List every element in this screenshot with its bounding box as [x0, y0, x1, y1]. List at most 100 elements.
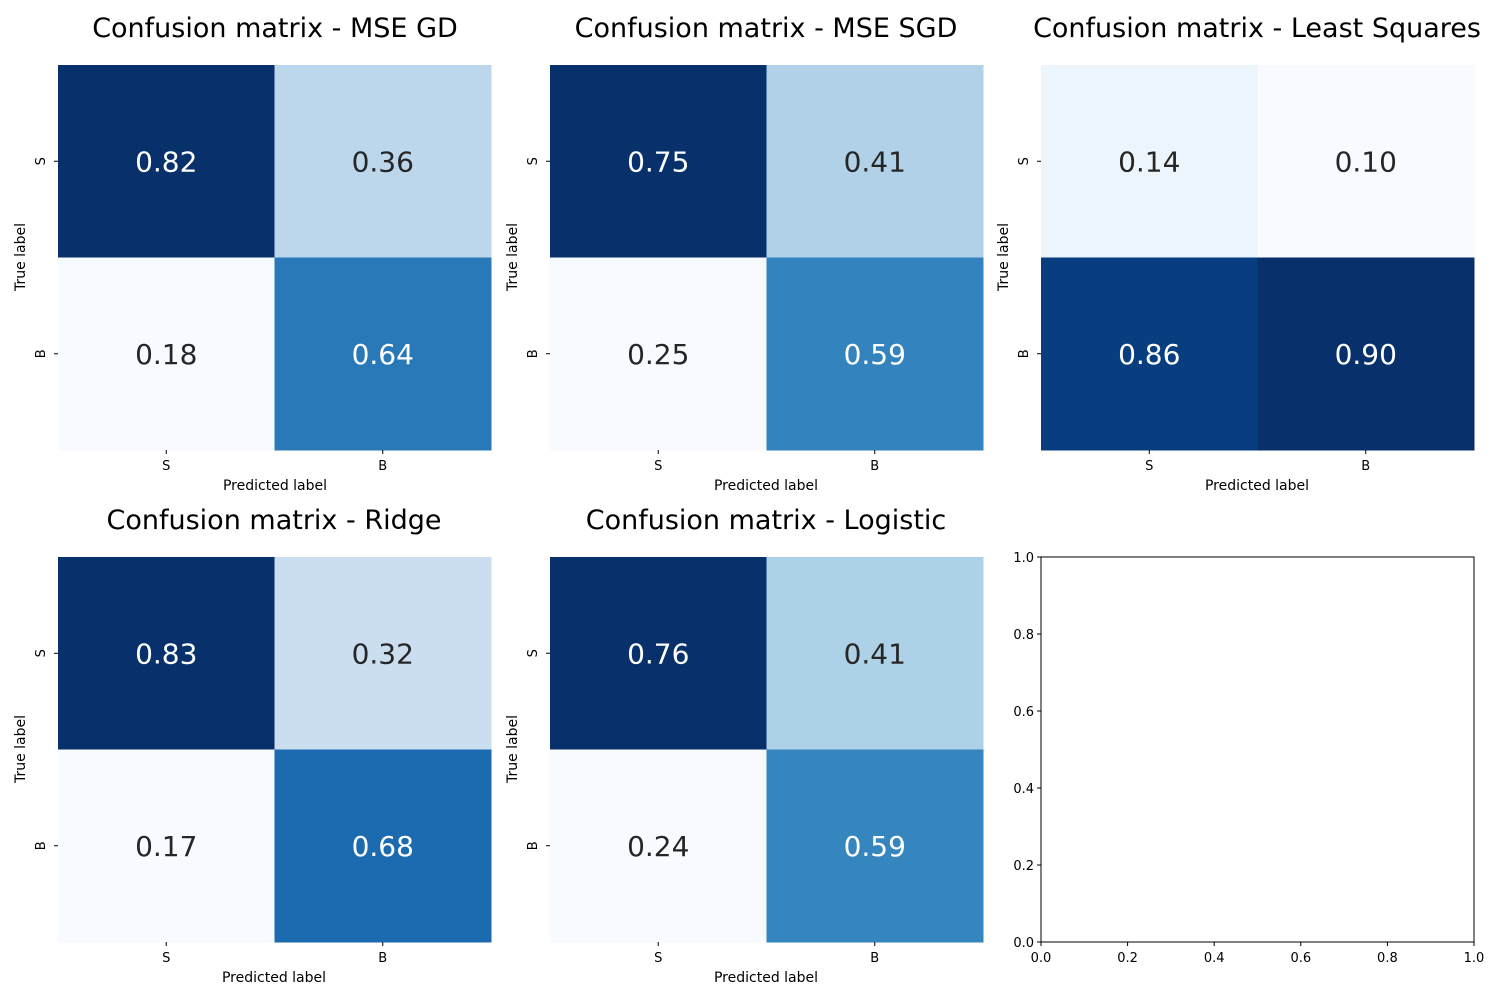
- axis-ticks: S B S B: [526, 649, 879, 966]
- y-tick-label: 0.0: [1013, 936, 1034, 951]
- cell-value-label: 0.18: [135, 338, 197, 371]
- x-tick-label: B: [378, 951, 387, 966]
- empty-axes: 0.0 0.2 0.4 0.6 0.8 1.0 0.0 0.2 0.4 0.6 0.8 1.0: [1013, 551, 1484, 966]
- cell-value-label: 0.41: [844, 637, 906, 670]
- cell-value-label: 0.24: [627, 830, 689, 863]
- axis-ticks: S B S B: [1017, 157, 1370, 474]
- heatmap-cells: 0.82 0.36 0.18 0.64: [58, 65, 492, 451]
- heatmap-cell: [1041, 257, 1258, 451]
- y-tick-label: S: [1017, 157, 1032, 165]
- y-tick-label: B: [1017, 349, 1032, 358]
- x-axis-label: Predicted label: [714, 970, 818, 986]
- x-tick-label: 1.0: [1464, 951, 1485, 966]
- x-tick-label: B: [870, 951, 879, 966]
- x-tick-label: B: [870, 459, 879, 474]
- heatmap-cell: [550, 257, 767, 451]
- y-axis-label: True label: [996, 223, 1012, 292]
- cell-value-label: 0.86: [1118, 338, 1180, 371]
- heatmap-cells: 0.83 0.32 0.17 0.68: [58, 557, 492, 943]
- cell-value-label: 0.83: [135, 637, 197, 670]
- x-tick-label: S: [654, 459, 662, 474]
- y-tick-label: S: [526, 157, 541, 165]
- x-tick-label: S: [162, 951, 170, 966]
- y-tick-label: 1.0: [1013, 551, 1034, 566]
- heatmap-cells: 0.14 0.10 0.86 0.90: [1041, 65, 1475, 451]
- x-axis-label: Predicted label: [223, 478, 327, 494]
- x-tick-label: S: [162, 459, 170, 474]
- x-tick-label: S: [1145, 459, 1153, 474]
- cell-value-label: 0.68: [352, 830, 414, 863]
- axes-frame: [1040, 556, 1475, 943]
- x-tick-label: 0.2: [1117, 951, 1138, 966]
- y-axis-label: True label: [13, 715, 29, 784]
- heatmap-cell: [766, 557, 984, 750]
- x-axis-ticks: 0.0 0.2 0.4 0.6 0.8 1.0: [1031, 942, 1485, 966]
- heatmap-cell: [550, 557, 767, 750]
- axis-ticks: S B S B: [526, 157, 879, 474]
- cell-value-label: 0.32: [352, 637, 414, 670]
- heatmap-cell: [1257, 65, 1475, 258]
- panel-title: Confusion matrix - MSE SGD: [575, 13, 958, 44]
- axis-ticks: S B S B: [34, 649, 387, 966]
- x-tick-label: 0.6: [1290, 951, 1311, 966]
- y-tick-label: B: [34, 841, 49, 850]
- heatmap-cell: [550, 749, 767, 943]
- x-tick-label: S: [654, 951, 662, 966]
- heatmap-cell: [766, 257, 984, 451]
- y-tick-label: B: [526, 349, 541, 358]
- cell-value-label: 0.75: [627, 145, 689, 178]
- axis-ticks: S B S B: [34, 157, 387, 474]
- confusion-matrix-logistic: Confusion matrix - Logistic 0.76 0.41 0.24…: [505, 505, 984, 986]
- confusion-matrix-mse-sgd: Confusion matrix - MSE SGD 0.75 0.410.25 0…: [505, 13, 984, 494]
- cell-value-label: 0.14: [1118, 145, 1180, 178]
- cell-value-label: 0.25: [627, 338, 689, 371]
- panel-title: Confusion matrix - Least Squares: [1033, 13, 1481, 44]
- y-tick-label: S: [34, 157, 49, 165]
- y-tick-label: 0.8: [1013, 628, 1034, 643]
- x-axis-label: Predicted label: [714, 478, 818, 494]
- y-tick-label: 0.6: [1013, 705, 1034, 720]
- y-axis-label: True label: [13, 223, 29, 292]
- y-tick-label: S: [34, 649, 49, 657]
- y-axis-label: True label: [505, 223, 521, 292]
- x-tick-label: B: [378, 459, 387, 474]
- heatmap-cell: [550, 65, 767, 258]
- cell-value-label: 0.41: [844, 145, 906, 178]
- x-axis-label: Predicted label: [1205, 478, 1309, 494]
- x-axis-label: Predicted label: [222, 970, 326, 986]
- y-tick-label: B: [34, 349, 49, 358]
- confusion-matrix-least-squares: Confusion matrix - Least Squares 0.14 0.1…: [996, 13, 1481, 494]
- cell-value-label: 0.17: [135, 830, 197, 863]
- x-tick-label: 0.4: [1204, 951, 1225, 966]
- cell-value-label: 0.64: [352, 338, 414, 371]
- panel-title: Confusion matrix - MSE GD: [92, 13, 458, 44]
- y-tick-label: S: [526, 649, 541, 657]
- cell-value-label: 0.82: [135, 145, 197, 178]
- confusion-matrix-ridge: Confusion matrix - Ridge 0.83 0.32 0.17 0.6…: [13, 505, 492, 986]
- confusion-matrix-mse-gd: Confusion matrix - MSE GD 0.82 0.360.18 0.…: [13, 13, 492, 494]
- heatmap-cells: 0.76 0.41 0.24 0.59: [550, 557, 984, 943]
- y-tick-label: B: [526, 841, 541, 850]
- cell-value-label: 0.36: [352, 145, 414, 178]
- x-tick-label: 0.8: [1377, 951, 1398, 966]
- cell-value-label: 0.59: [844, 338, 906, 371]
- cell-value-label: 0.59: [844, 830, 906, 863]
- heatmap-cell: [274, 257, 492, 451]
- heatmap-cell: [274, 749, 492, 943]
- heatmap-cell: [1041, 65, 1258, 258]
- cell-value-label: 0.76: [627, 637, 689, 670]
- y-axis-ticks: 0.0 0.2 0.4 0.6 0.8 1.0: [1013, 551, 1041, 951]
- heatmap-cells: 0.75 0.41 0.25 0.59: [550, 65, 984, 451]
- heatmap-cell: [274, 557, 492, 750]
- x-tick-label: B: [1361, 459, 1370, 474]
- panel-title: Confusion matrix - Ridge: [107, 505, 442, 536]
- heatmap-cell: [766, 65, 984, 258]
- y-axis-label: True label: [505, 715, 521, 784]
- cell-value-label: 0.10: [1335, 145, 1397, 178]
- heatmap-cell: [58, 257, 275, 451]
- heatmap-cell: [1257, 257, 1475, 451]
- x-tick-label: 0.0: [1031, 951, 1052, 966]
- heatmap-cell: [58, 557, 275, 750]
- heatmap-cell: [58, 65, 275, 258]
